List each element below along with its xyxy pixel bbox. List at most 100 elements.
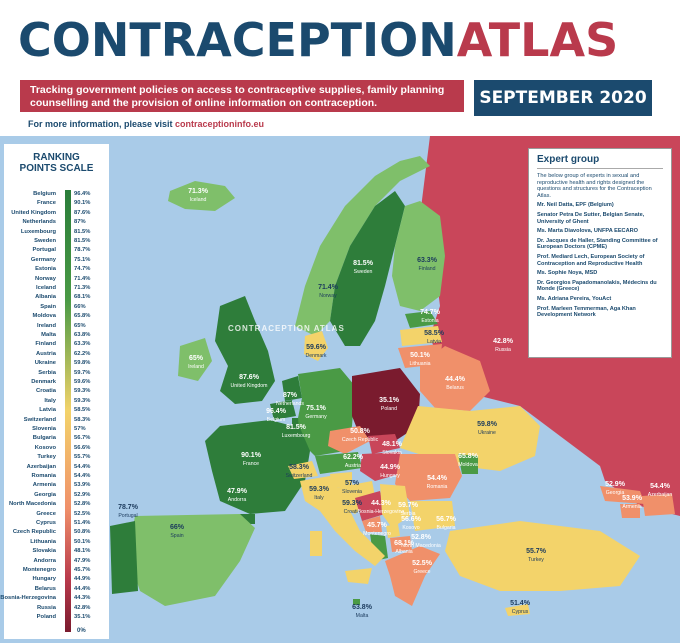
- ranking-country: Albania: [35, 294, 56, 301]
- country-italy: [300, 476, 385, 566]
- country-kosovo: [386, 524, 400, 538]
- ranking-value: 96.4%: [74, 191, 91, 197]
- ranking-country: Bosnia-Herzegovina: [0, 595, 56, 602]
- ranking-country: Portugal: [32, 247, 56, 254]
- ranking-value: 52.8%: [74, 501, 91, 508]
- ranking-value: 66%: [74, 303, 86, 310]
- atlas-title: CONTRACEPTIONATLAS: [18, 10, 618, 70]
- label-ireland: 65% Ireland: [188, 355, 204, 371]
- label-slovakia: 48.1% Slovakia: [382, 441, 402, 457]
- ranking-value: 48.1%: [74, 548, 91, 555]
- ranking-value: 74.7%: [74, 266, 91, 273]
- country-score: 90.1%: [241, 452, 261, 459]
- edition-date: SEPTEMBER 2020: [474, 80, 652, 116]
- country-france: [205, 420, 310, 514]
- ranking-country: Norway: [35, 275, 56, 282]
- label-greece: 52.5% Greece: [412, 560, 432, 576]
- country-name: Portugal: [118, 513, 138, 519]
- country-score: 71.4%: [318, 284, 338, 291]
- ranking-value: 59.3%: [74, 388, 91, 395]
- country-poland: [352, 368, 420, 441]
- ranking-value: 35.1%: [74, 614, 91, 620]
- label-north-macedonia: 52.8% North Macedonia: [401, 534, 441, 550]
- ranking-value: 87%: [74, 219, 86, 226]
- expert-member: Ms. Adriana Pereira, YouAct: [537, 295, 612, 302]
- ranking-country: Poland: [36, 614, 56, 620]
- country-score: 59.3%: [309, 486, 329, 493]
- ranking-panel: RANKING POINTS SCALE Belgium 96.4% France 90…: [0, 144, 109, 639]
- country-name: Latvia: [427, 339, 441, 345]
- label-latvia: 58.5% Latvia: [424, 330, 444, 346]
- country-spain: [128, 514, 255, 606]
- ranking-value: 87.6%: [74, 209, 91, 216]
- info-link[interactable]: contraceptioninfo.eu: [175, 119, 265, 129]
- country-score: 44.4%: [445, 376, 465, 383]
- ranking-value: 42.8%: [74, 604, 91, 611]
- country-name: Austria: [344, 463, 362, 469]
- country-malta: [353, 599, 360, 605]
- country-score: 35.1%: [379, 397, 399, 404]
- label-belgium: 96.4% Belgium: [266, 408, 286, 424]
- ranking-value: 53.9%: [74, 482, 91, 489]
- label-belarus: 44.4% Belarus: [445, 376, 465, 392]
- ranking-value: 81.5%: [74, 228, 91, 235]
- label-romania: 54.4% Romania: [427, 475, 448, 491]
- country-name: France: [242, 461, 260, 467]
- country-austria: [315, 452, 362, 474]
- ranking-country: Ukraine: [34, 360, 56, 367]
- ranking-heading: RANKING POINTS SCALE: [4, 152, 109, 174]
- country-score: 52.8%: [411, 534, 431, 541]
- label-estonia: 74.7% Estonia: [420, 309, 440, 325]
- country-name: Norway: [319, 293, 337, 299]
- country-score: 54.4%: [650, 483, 670, 490]
- ranking-value: 81.5%: [74, 238, 91, 244]
- ranking-country: Belgium: [33, 191, 56, 197]
- country-score: 63.3%: [417, 257, 437, 264]
- ranking-country: Romania: [31, 473, 56, 479]
- country-greece: [385, 546, 440, 606]
- country-name: Andorra: [227, 497, 247, 503]
- country-score: 75.1%: [306, 405, 326, 412]
- title-part1: CONTRACEPTION: [18, 13, 457, 67]
- ranking-country: Malta: [41, 332, 56, 338]
- ranking-country: Cyprus: [36, 520, 56, 526]
- ranking-country: Azerbaijan: [26, 463, 56, 470]
- country-czech: [328, 426, 370, 454]
- ranking-value: 65%: [74, 322, 86, 329]
- ranking-value: 56.6%: [74, 444, 91, 451]
- ranking-value: 63.3%: [74, 341, 91, 348]
- label-kosovo: 56.6% Kosovo: [401, 516, 421, 532]
- country-score: 54.4%: [427, 475, 447, 482]
- country-iceland: [168, 181, 235, 211]
- country-score: 48.1%: [382, 441, 402, 448]
- country-score: 51.4%: [510, 600, 530, 607]
- ranking-value: 58.5%: [74, 407, 91, 414]
- ranking-value: 90.1%: [74, 200, 91, 207]
- ranking-country: France: [36, 200, 56, 207]
- ranking-value: 57%: [74, 426, 86, 432]
- country-score: 50.1%: [410, 352, 430, 359]
- country-belarus: [420, 346, 490, 411]
- country-score: 44.9%: [380, 464, 400, 471]
- country-name: United Kingdom: [230, 383, 268, 389]
- ranking-value: 44.4%: [74, 585, 91, 592]
- ranking-scale-bar: [65, 190, 71, 632]
- country-portugal: [110, 521, 138, 594]
- country-score: 74.7%: [420, 309, 440, 316]
- country-score: 66%: [169, 524, 185, 531]
- ranking-value: 71.4%: [74, 275, 91, 282]
- country-score: 63.8%: [352, 604, 372, 611]
- ranking-value: 54.4%: [74, 463, 91, 470]
- country-name: Russia: [495, 347, 511, 353]
- country-serbia: [380, 484, 410, 528]
- ranking-country: Kosovo: [34, 444, 56, 451]
- ranking-value: 44.9%: [74, 576, 91, 583]
- country-score: 45.7%: [367, 522, 387, 529]
- expert-member: Dr. Jacques de Haller, Standing Committe…: [537, 237, 658, 251]
- country-score: 53.9%: [622, 495, 642, 502]
- ranking-country: Denmark: [31, 379, 56, 385]
- country-name: Kosovo: [402, 525, 420, 531]
- ranking-value: 59.8%: [74, 360, 91, 367]
- ranking-value: 71.3%: [74, 285, 91, 291]
- country-name: Malta: [355, 613, 369, 619]
